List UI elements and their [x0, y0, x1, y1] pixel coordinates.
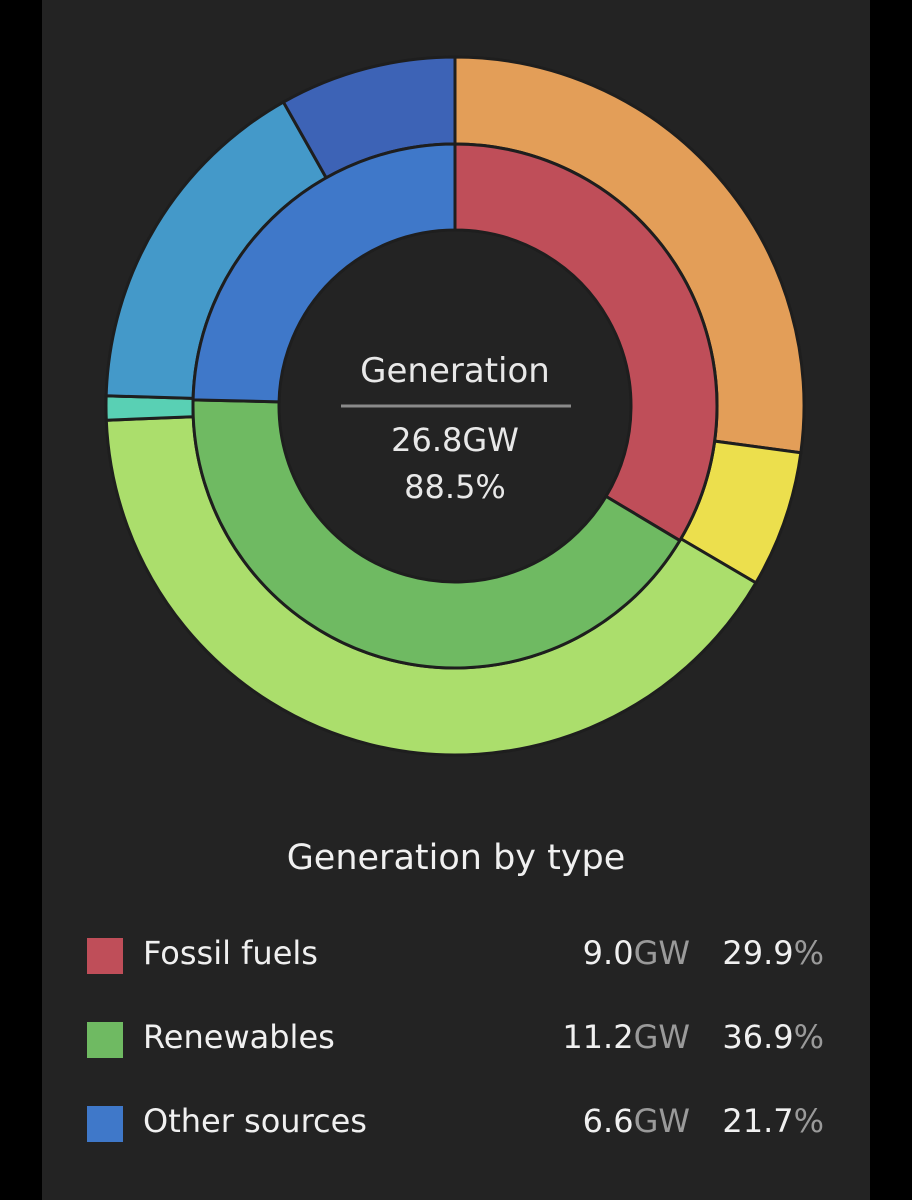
legend-percent-number: 21.7 — [722, 1102, 794, 1140]
legend-label: Renewables — [143, 1018, 335, 1056]
legend-value: 9.0GW — [583, 934, 690, 972]
center-title: Generation — [360, 351, 550, 391]
inner-ring — [191, 142, 719, 670]
legend-label: Other sources — [143, 1102, 367, 1140]
legend-percent-number: 36.9 — [722, 1018, 794, 1056]
legend-percent-number: 29.9 — [722, 934, 794, 972]
legend-percent-sign: % — [793, 934, 824, 972]
legend-value-number: 9.0 — [582, 934, 634, 972]
legend-percent-sign: % — [793, 1018, 824, 1056]
inner-ring-slice-1 — [191, 398, 682, 670]
legend-item-other-sources: Other sources 6.6GW 21.7% — [42, 1094, 870, 1154]
fossil-fuels-swatch — [87, 938, 123, 974]
legend-percent: 36.9% — [722, 1018, 824, 1056]
center-value: 26.8GW — [391, 421, 519, 459]
outer-ring — [104, 55, 806, 757]
legend-value: 6.6GW — [583, 1102, 690, 1140]
legend-value: 11.2GW — [562, 1018, 690, 1056]
chart-panel: Generation 26.8GW 88.5% Generation by ty… — [42, 0, 870, 1200]
inner-ring-slice-2 — [191, 142, 457, 404]
legend-item-renewables: Renewables 11.2GW 36.9% — [42, 1010, 870, 1070]
legend-title: Generation by type — [286, 838, 626, 878]
legend-unit: GW — [633, 934, 690, 972]
legend-unit: GW — [633, 1018, 690, 1056]
legend-percent: 29.9% — [722, 934, 824, 972]
legend-label: Fossil fuels — [143, 934, 318, 972]
inner-ring-slice-0 — [453, 142, 719, 543]
center-percent: 88.5% — [404, 468, 506, 506]
legend-percent-sign: % — [793, 1102, 824, 1140]
legend-unit: GW — [633, 1102, 690, 1140]
legend-item-fossil-fuels: Fossil fuels 9.0GW 29.9% — [42, 926, 870, 986]
donut-chart: Generation 26.8GW 88.5% — [104, 55, 806, 757]
outer-ring-slice-3 — [104, 394, 195, 422]
renewables-swatch — [87, 1022, 123, 1058]
legend-value-number: 6.6 — [582, 1102, 634, 1140]
legend-value-number: 11.2 — [562, 1018, 634, 1056]
other-sources-swatch — [87, 1106, 123, 1142]
legend-percent: 21.7% — [722, 1102, 824, 1140]
